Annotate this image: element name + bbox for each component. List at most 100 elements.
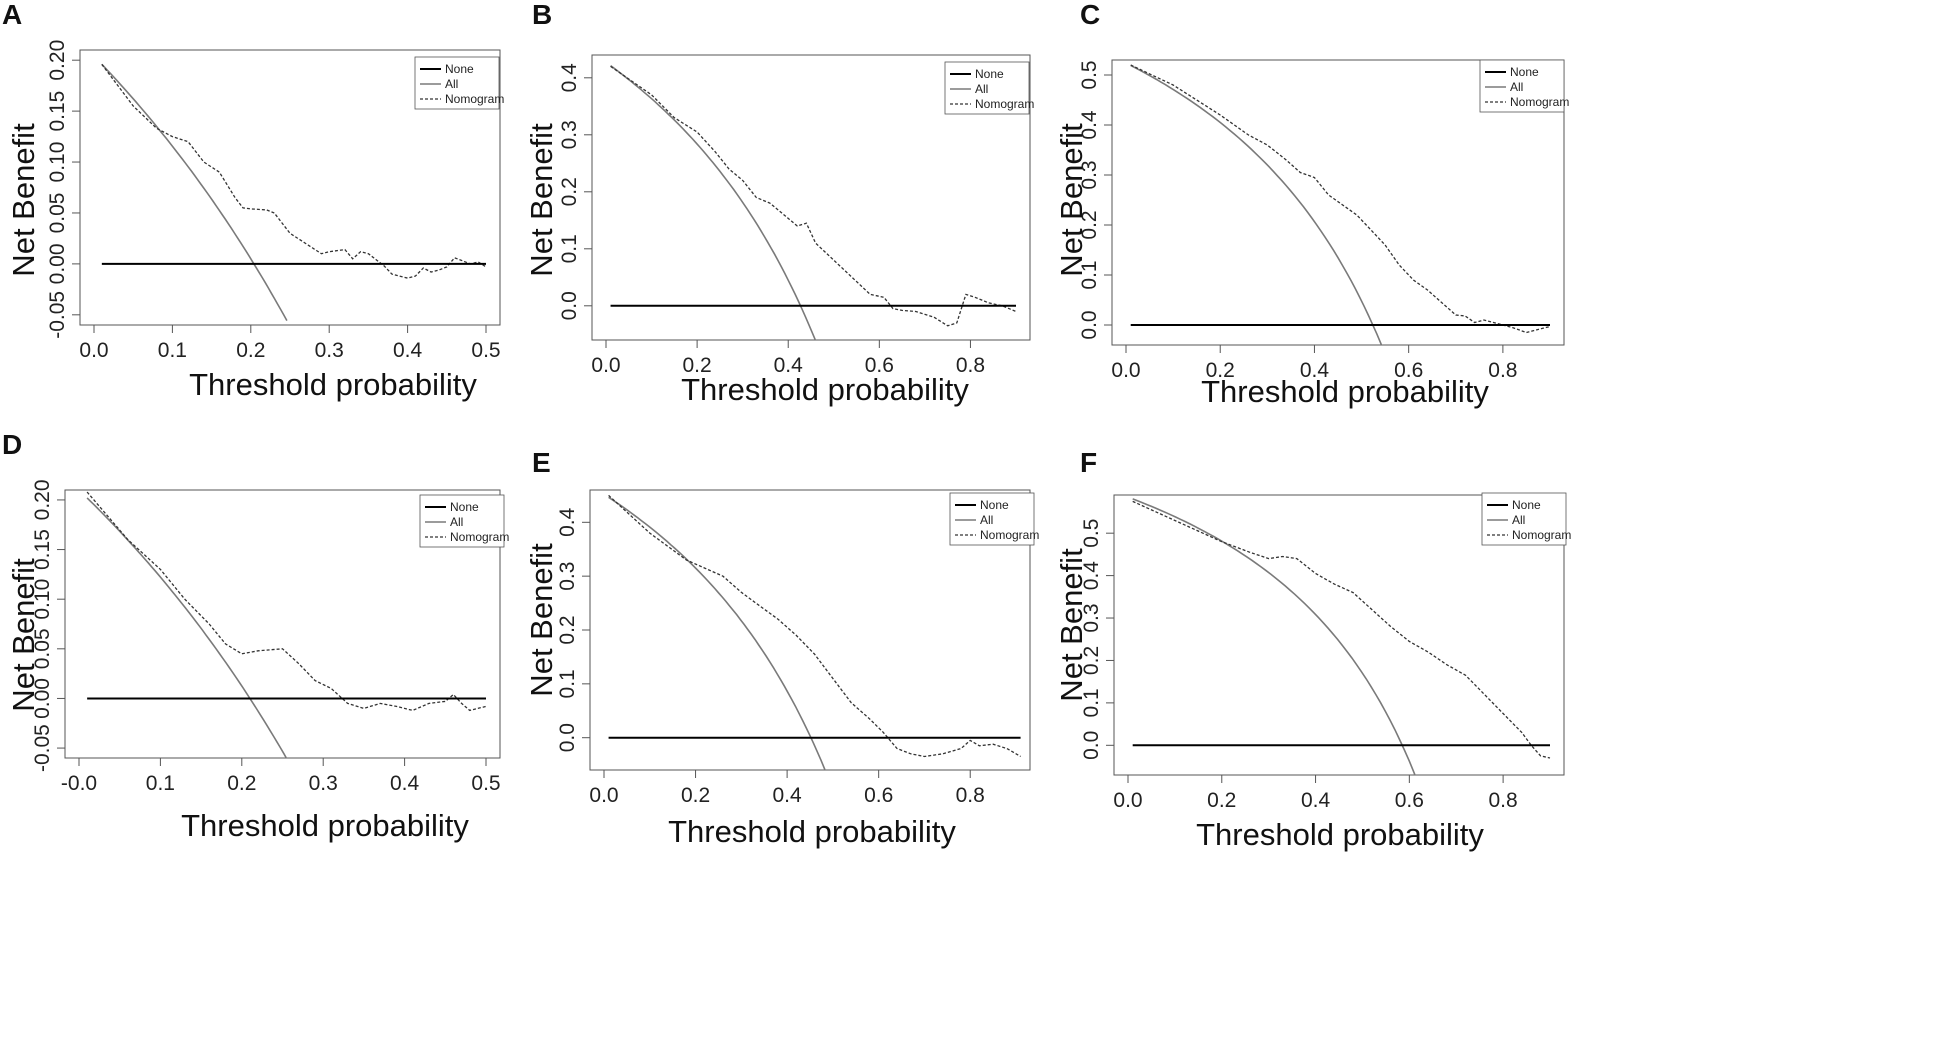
legend-box: [1479, 59, 1565, 113]
y-axis: -0.05 0.00 0.05 0.10 0.15 0.20: [46, 40, 80, 339]
x-tick-label: 0.4: [393, 339, 423, 362]
x-tick-label: 0.2: [236, 339, 265, 362]
panel-label: A: [2, 0, 22, 30]
y-axis-title: Net Benefit: [1054, 548, 1089, 702]
panel-label: E: [532, 447, 551, 478]
legend-box: [419, 494, 505, 548]
chart-panel-c: C 0.0 0.2 0.4 0.6 0.8 0.0 0.1 0.2 0.3 0.4 0.5 Thresh…: [1054, 0, 1569, 409]
legend-label-none: None: [445, 62, 474, 76]
y-tick-label: 0.10: [31, 579, 54, 620]
x-tick-label: 0.0: [79, 339, 108, 362]
series-group: [610, 65, 1017, 340]
x-tick-label: 0.6: [1394, 359, 1423, 382]
y-tick-label: 0.05: [31, 628, 54, 669]
y-axis: 0.0 0.1 0.2 0.3 0.4 0.5: [1080, 519, 1114, 760]
y-tick-label: 0.2: [1080, 646, 1103, 675]
y-tick-label: 0.0: [1080, 731, 1103, 760]
x-tick-label: 0.6: [1395, 789, 1424, 812]
x-tick-label: 0.3: [315, 339, 344, 362]
series-all-line: [1132, 498, 1416, 775]
y-tick-label: 0.4: [556, 507, 579, 537]
x-tick-label: 0.1: [158, 339, 187, 362]
chart-panel-e: E 0.0 0.2 0.4 0.6 0.8 0.0 0.1 0.2 0.3 0.4 Threshold…: [524, 447, 1039, 849]
legend-label-nomogram: Nomogram: [980, 528, 1039, 542]
chart-panel-d: D -0.0 0.1 0.2 0.3 0.4 0.5 -0.05 0.00 0.05 0.10 0.1…: [2, 429, 509, 843]
x-tick-label: 0.2: [681, 784, 710, 807]
y-tick-label: 0.0: [556, 723, 579, 752]
series-group: [1130, 64, 1551, 345]
series-nomogram-line: [608, 494, 1021, 758]
series-all-line: [101, 63, 288, 321]
series-group: [608, 494, 1021, 770]
y-tick-label: 0.2: [1078, 210, 1101, 239]
legend-label-all: All: [1512, 513, 1525, 527]
chart-panel-a: A 0.0 0.1 0.2 0.3 0.4 0.5 -0.05 0.00 0.05 0.10 0.15…: [2, 0, 504, 402]
x-tick-label: 0.5: [471, 339, 500, 362]
y-tick-label: 0.20: [46, 40, 69, 81]
y-tick-label: 0.1: [1078, 260, 1101, 289]
series-all-line: [86, 497, 288, 758]
x-axis: 0.0 0.2 0.4 0.6 0.8: [1113, 775, 1518, 812]
x-tick-label: 0.5: [471, 772, 500, 795]
legend-label-none: None: [1510, 65, 1539, 79]
chart-panel-f: F 0.0 0.2 0.4 0.6 0.8 0.0 0.1 0.2 0.3 0.4 0.5 Thresh…: [1054, 447, 1571, 852]
legend-box: [1481, 492, 1567, 546]
y-tick-label: 0.0: [558, 291, 581, 320]
panel-label: D: [2, 429, 22, 460]
y-tick-label: 0.1: [1080, 688, 1103, 717]
legend-label-nomogram: Nomogram: [1510, 95, 1569, 109]
panel-label: C: [1080, 0, 1100, 30]
y-tick-label: 0.1: [556, 669, 579, 698]
y-tick-label: 0.3: [556, 562, 579, 591]
y-tick-label: 0.2: [556, 615, 579, 644]
y-tick-label: 0.00: [31, 678, 54, 719]
chart-panel-b: B0.0 0.2 0.4 0.6 0.80.00.10.20.30.4Threshold…: [524, 0, 1034, 407]
x-tick-label: 0.2: [1206, 359, 1235, 382]
y-axis-title: Net Benefit: [524, 543, 559, 697]
legend-label-all: All: [1510, 80, 1523, 94]
y-tick-label: 0.15: [31, 529, 54, 570]
legend-label-all: All: [445, 77, 458, 91]
x-tick-label: 0.8: [956, 784, 985, 807]
y-tick-label: -0.05: [31, 724, 54, 772]
series-all-line: [608, 496, 826, 770]
y-tick-label: 0.00: [46, 243, 69, 284]
y-tick-label: 0.4: [1080, 561, 1103, 591]
y-axis: 0.0 0.1 0.2 0.3 0.4: [558, 63, 592, 320]
x-tick-label: 0.0: [591, 354, 620, 377]
x-axis: 0.0 0.2 0.4 0.6 0.8: [591, 340, 985, 377]
x-tick-label: 0.8: [956, 354, 985, 377]
y-axis-title: Net Benefit: [6, 123, 41, 277]
x-axis: 0.0 0.2 0.4 0.6 0.8: [589, 770, 985, 807]
y-axis: -0.05 0.00 0.05 0.10 0.15 0.20: [31, 479, 65, 772]
x-axis: 0.0 0.2 0.4 0.6 0.8: [1111, 345, 1517, 382]
x-axis-title: Threshold probability: [681, 372, 969, 407]
x-tick-label: 0.8: [1489, 789, 1518, 812]
y-tick-label: -0.05: [46, 291, 69, 339]
x-axis: 0.0 0.1 0.2 0.3 0.4 0.5: [79, 325, 501, 362]
legend-label-none: None: [450, 500, 479, 514]
x-tick-label: 0.0: [1111, 359, 1140, 382]
x-tick-label: 0.6: [865, 354, 894, 377]
series-group: [1132, 498, 1551, 775]
plot-frame: [591, 54, 1031, 341]
y-tick-label: 0.5: [1080, 519, 1103, 548]
x-tick-label: 0.2: [227, 772, 256, 795]
y-tick-label: 0.5: [1078, 60, 1101, 89]
legend-label-all: All: [450, 515, 463, 529]
y-tick-label: 0.3: [1080, 603, 1103, 632]
x-axis-title: Threshold probability: [181, 808, 469, 843]
legend-label-nomogram: Nomogram: [445, 92, 504, 106]
y-tick-label: 0.2: [558, 177, 581, 206]
legend-label-all: All: [980, 513, 993, 527]
legend-box: [414, 56, 500, 110]
legend-label-nomogram: Nomogram: [1512, 528, 1571, 542]
x-tick-label: -0.0: [61, 772, 97, 795]
series-group: [101, 63, 487, 321]
